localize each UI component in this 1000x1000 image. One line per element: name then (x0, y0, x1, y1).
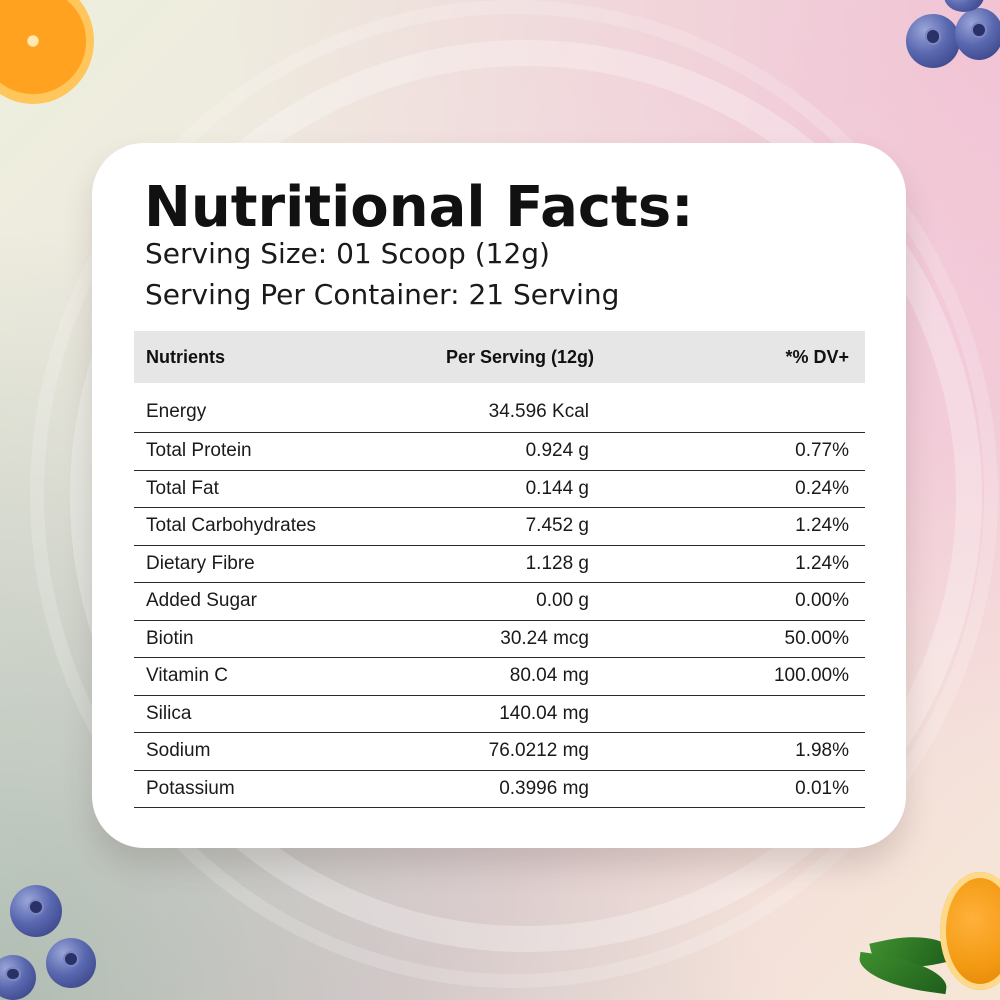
serving-size: Serving Size: 01 Scoop (12g) (145, 237, 550, 270)
nutrient-name: Sodium (146, 740, 211, 762)
per-serving-value: 0.924 g (525, 440, 589, 462)
blueberry-icon (10, 885, 62, 937)
page-title: Nutritional Facts: (144, 175, 694, 240)
blueberry-icon (46, 938, 96, 988)
dv-value: 1.24% (795, 552, 849, 574)
serving-per-container: Serving Per Container: 21 Serving (145, 278, 620, 311)
per-serving-value: 0.3996 mg (499, 777, 589, 799)
table-row: Biotin 30.24 mcg 50.00% (134, 621, 865, 658)
nutrient-name: Energy (146, 400, 207, 422)
orange-icon (940, 872, 1000, 990)
table-header: Nutrients Per Serving (12g) *% DV+ (134, 331, 865, 383)
nutrient-name: Total Protein (146, 440, 252, 462)
nutrient-name: Biotin (146, 627, 194, 649)
nutrition-table: Nutrients Per Serving (12g) *% DV+ Energ… (134, 331, 865, 808)
dv-value: 1.24% (795, 515, 849, 537)
dv-value: 0.00% (795, 590, 849, 612)
dv-value: 100.00% (773, 665, 849, 687)
dv-value: 0.01% (795, 777, 849, 799)
table-row: Energy 34.596 Kcal (134, 383, 865, 433)
table-row: Silica 140.04 mg (134, 696, 865, 733)
header-dv: *% DV+ (785, 346, 849, 367)
nutrient-name: Dietary Fibre (146, 552, 255, 574)
dv-value: 1.98% (795, 740, 849, 762)
header-per-serving: Per Serving (12g) (445, 346, 594, 367)
blueberry-icon (944, 0, 984, 12)
per-serving-value: 0.144 g (525, 477, 589, 499)
nutrition-card: Nutritional Facts: Serving Size: 01 Scoo… (92, 143, 906, 848)
per-serving-value: 30.24 mcg (500, 627, 589, 649)
per-serving-value: 0.00 g (536, 590, 589, 612)
per-serving-value: 34.596 Kcal (488, 400, 589, 422)
table-row: Dietary Fibre 1.128 g 1.24% (134, 546, 865, 583)
table-row: Vitamin C 80.04 mg 100.00% (134, 658, 865, 696)
header-nutrients: Nutrients (146, 346, 226, 367)
table-row: Total Carbohydrates 7.452 g 1.24% (134, 508, 865, 546)
dv-value: 0.24% (795, 477, 849, 499)
dv-value: 50.00% (784, 627, 849, 649)
table-row: Total Protein 0.924 g 0.77% (134, 433, 865, 471)
table-row: Sodium 76.0212 mg 1.98% (134, 733, 865, 771)
nutrient-name: Vitamin C (146, 665, 229, 687)
nutrient-name: Silica (146, 702, 192, 724)
nutrient-name: Potassium (146, 777, 235, 799)
blueberry-icon (0, 955, 36, 1000)
blueberry-icon (906, 14, 960, 68)
table-row: Added Sugar 0.00 g 0.00% (134, 583, 865, 621)
per-serving-value: 1.128 g (525, 552, 589, 574)
per-serving-value: 140.04 mg (499, 702, 589, 724)
nutrient-name: Total Carbohydrates (146, 515, 317, 537)
nutrient-name: Total Fat (146, 477, 219, 499)
table-row: Total Fat 0.144 g 0.24% (134, 471, 865, 508)
per-serving-value: 80.04 mg (509, 665, 589, 687)
per-serving-value: 7.452 g (525, 515, 589, 537)
dv-value: 0.77% (795, 440, 849, 462)
blueberry-icon (955, 8, 1000, 60)
nutrient-name: Added Sugar (146, 590, 257, 612)
table-row: Potassium 0.3996 mg 0.01% (134, 771, 865, 808)
per-serving-value: 76.0212 mg (488, 740, 589, 762)
